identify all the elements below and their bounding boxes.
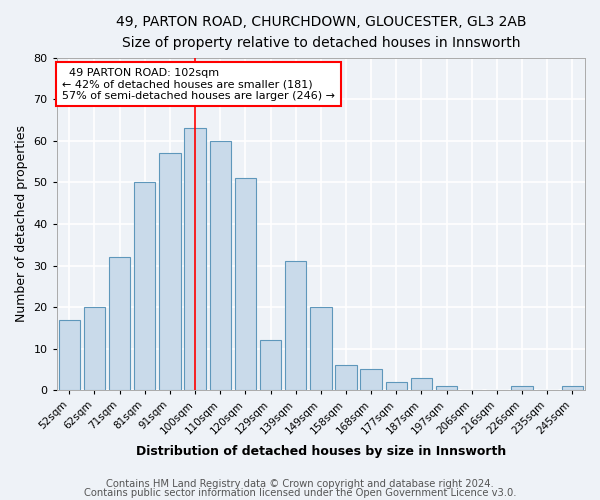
Bar xyxy=(235,178,256,390)
Bar xyxy=(84,307,105,390)
Title: 49, PARTON ROAD, CHURCHDOWN, GLOUCESTER, GL3 2AB
Size of property relative to de: 49, PARTON ROAD, CHURCHDOWN, GLOUCESTER,… xyxy=(116,15,526,50)
Bar xyxy=(285,262,307,390)
X-axis label: Distribution of detached houses by size in Innsworth: Distribution of detached houses by size … xyxy=(136,444,506,458)
Text: Contains HM Land Registry data © Crown copyright and database right 2024.: Contains HM Land Registry data © Crown c… xyxy=(106,479,494,489)
Bar xyxy=(411,378,432,390)
Bar xyxy=(159,154,181,390)
Bar xyxy=(386,382,407,390)
Bar xyxy=(562,386,583,390)
Bar xyxy=(134,182,155,390)
Bar xyxy=(59,320,80,390)
Bar xyxy=(109,258,130,390)
Bar xyxy=(184,128,206,390)
Bar xyxy=(511,386,533,390)
Bar xyxy=(260,340,281,390)
Bar xyxy=(335,366,357,390)
Bar xyxy=(436,386,457,390)
Bar xyxy=(209,141,231,390)
Y-axis label: Number of detached properties: Number of detached properties xyxy=(15,126,28,322)
Text: 49 PARTON ROAD: 102sqm
← 42% of detached houses are smaller (181)
57% of semi-de: 49 PARTON ROAD: 102sqm ← 42% of detached… xyxy=(62,68,335,101)
Bar xyxy=(361,370,382,390)
Bar xyxy=(310,307,332,390)
Text: Contains public sector information licensed under the Open Government Licence v3: Contains public sector information licen… xyxy=(84,488,516,498)
